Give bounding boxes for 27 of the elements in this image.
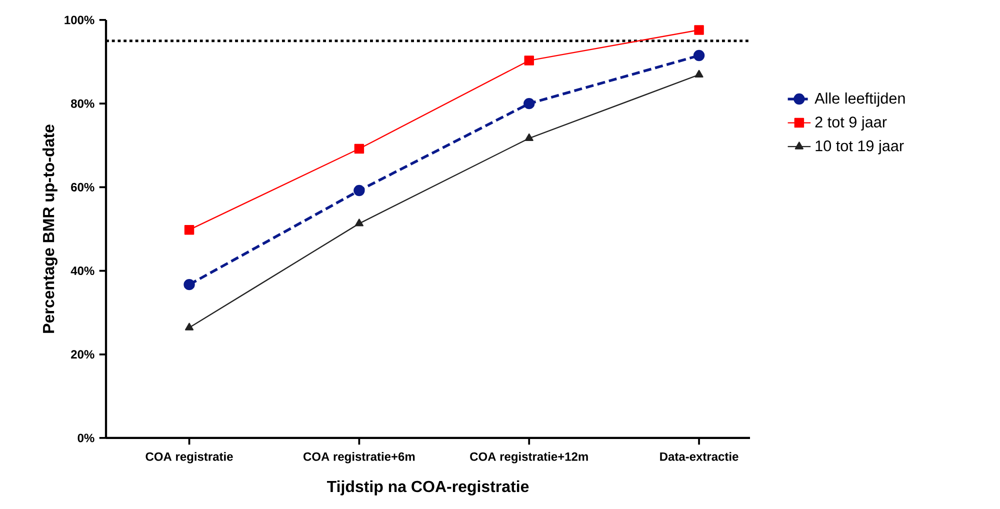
point xyxy=(524,98,535,110)
point xyxy=(354,144,364,154)
point xyxy=(354,218,364,226)
point xyxy=(524,133,534,142)
legend-label: 2 tot 9 jaar xyxy=(815,116,887,131)
point xyxy=(524,56,534,66)
y-tick-label: 80% xyxy=(70,99,94,108)
x-tick-label: COA registratie xyxy=(146,452,233,464)
y-tick-label: 40% xyxy=(70,266,94,276)
y-tick-label: 0% xyxy=(78,434,94,442)
point xyxy=(184,224,194,235)
point xyxy=(694,70,704,78)
x-tick-label: COA registratie+12m xyxy=(470,452,588,464)
point xyxy=(184,278,195,290)
y-tick-label: 60% xyxy=(71,182,94,192)
legend-label: Alle leeftijden xyxy=(814,92,905,107)
legend-label: 10 tot 19 jaar xyxy=(816,140,904,154)
x-tick-label: Data-extractie xyxy=(660,452,738,461)
x-axis-title: Tijdstip na COA-registratie xyxy=(326,480,529,496)
point xyxy=(694,25,704,35)
point xyxy=(184,322,194,330)
x-tick-label: COA registratie+6m xyxy=(304,452,415,464)
y-axis-title: Percentage BMR up-to-date xyxy=(42,124,58,333)
point xyxy=(693,50,705,62)
y-tick-label: 20% xyxy=(71,350,94,359)
point xyxy=(354,184,365,196)
y-tick-label: 100% xyxy=(64,16,94,24)
